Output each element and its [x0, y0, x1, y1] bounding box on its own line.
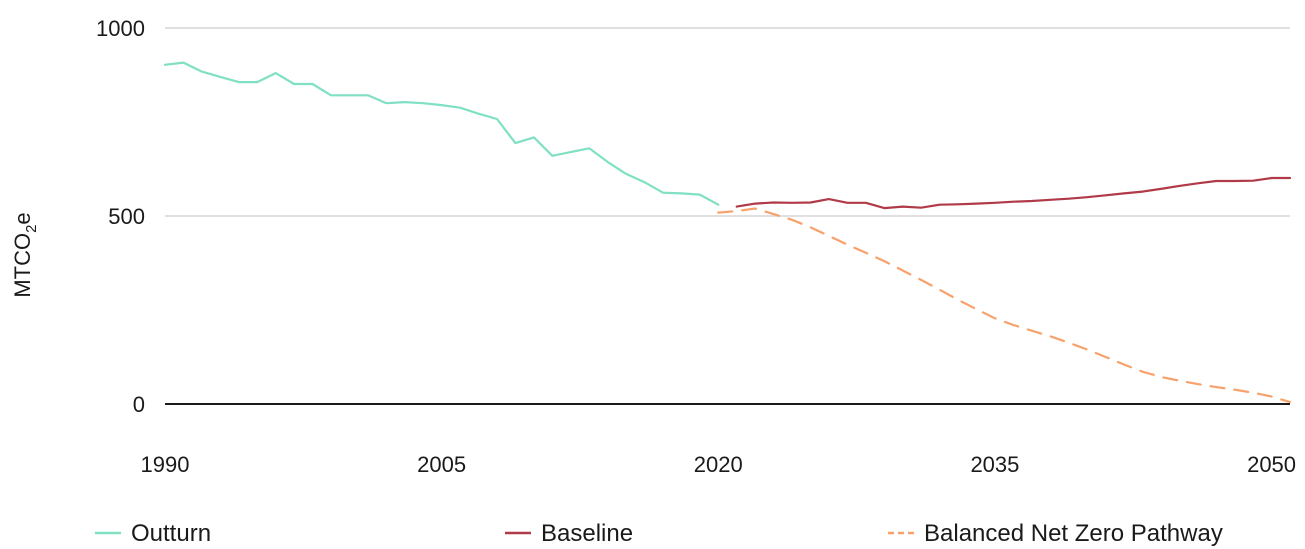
series-line-balanced-net-zero-pathway	[717, 207, 1292, 404]
y-axis-label-subscript: 2	[23, 225, 40, 233]
legend-label: Baseline	[541, 520, 633, 547]
y-axis-label-tail: e	[10, 212, 35, 224]
legend-item-outturn: Outturn	[95, 520, 211, 547]
y-tick-label: 500	[108, 204, 145, 229]
y-tick-label: 1000	[96, 16, 145, 41]
y-axis-label: MTCO2e	[10, 212, 40, 297]
legend-label: Outturn	[131, 520, 211, 547]
x-tick-label: 2050	[1247, 452, 1296, 477]
grid	[165, 27, 1290, 405]
legend-label: Balanced Net Zero Pathway	[924, 520, 1223, 547]
x-tick-label: 2020	[694, 452, 743, 477]
series-lines	[163, 61, 1292, 404]
y-tick-label: 0	[133, 392, 145, 417]
legend-item-balanced-net-zero-pathway: Balanced Net Zero Pathway	[888, 520, 1223, 547]
legend-item-baseline: Baseline	[505, 520, 633, 547]
x-tick-label: 1990	[141, 452, 190, 477]
y-axis-label-main: MTCO	[10, 233, 35, 298]
x-axis-ticks: 1990 2005 2020 2035 2050	[141, 452, 1297, 477]
series-line-baseline	[735, 176, 1292, 210]
y-axis-ticks: 0 500 1000	[96, 16, 145, 417]
x-tick-label: 2035	[970, 452, 1019, 477]
series-line-outturn	[163, 61, 720, 206]
x-tick-label: 2005	[417, 452, 466, 477]
legend: Outturn Baseline Balanced Net Zero Pathway	[95, 520, 1223, 547]
